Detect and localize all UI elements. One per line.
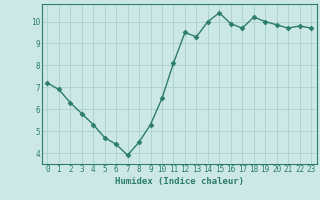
X-axis label: Humidex (Indice chaleur): Humidex (Indice chaleur) [115, 177, 244, 186]
